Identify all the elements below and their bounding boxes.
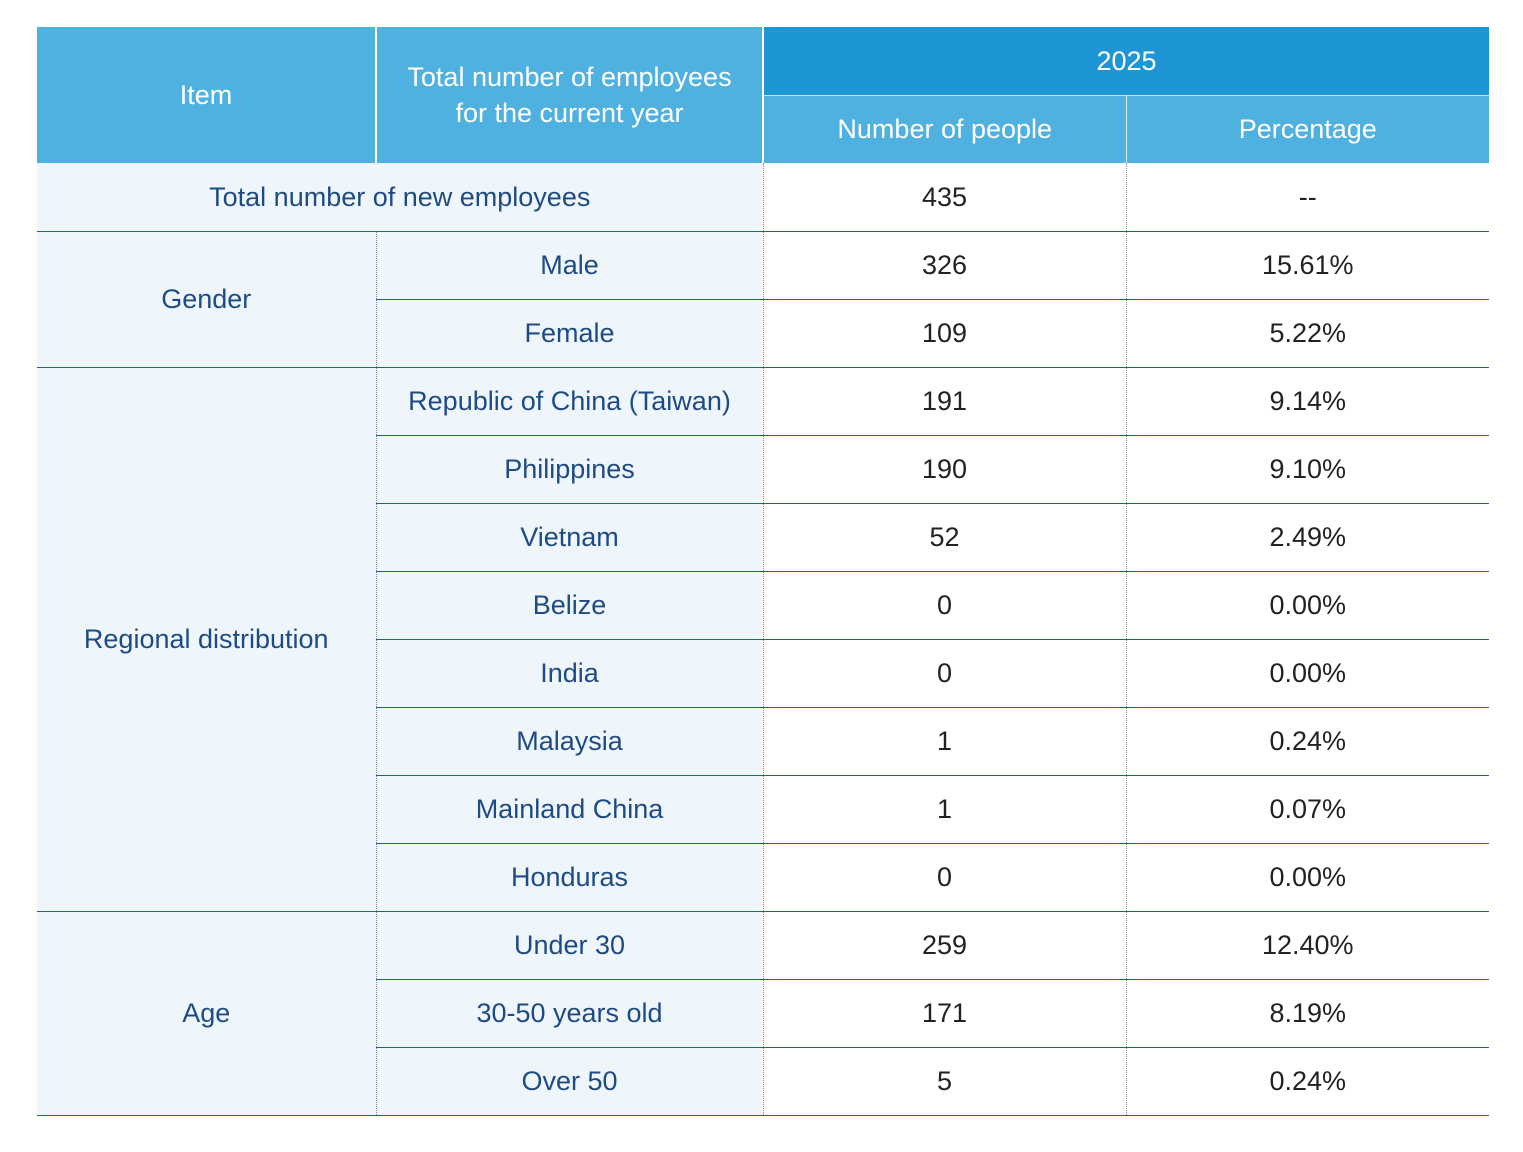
row-percentage: 0.24% <box>1126 707 1490 776</box>
category-age: Age <box>37 911 377 1116</box>
row-percentage: 9.10% <box>1126 435 1490 504</box>
row-number: 5 <box>763 1047 1127 1116</box>
new-employees-table: Item Total number of employees for the c… <box>37 27 1490 1116</box>
total-new-percentage: -- <box>1126 163 1490 232</box>
table-row: Vietnam 52 2.49% <box>37 503 1490 572</box>
row-percentage: 5.22% <box>1126 299 1490 368</box>
table-row: Gender Male 326 15.61% <box>37 231 1490 368</box>
row-label: Republic of China (Taiwan) <box>376 367 764 436</box>
row-number: 0 <box>763 639 1127 708</box>
row-label: Over 50 <box>376 1047 764 1116</box>
row-label: Female <box>376 299 764 368</box>
row-label: Malaysia <box>376 707 764 776</box>
row-percentage: 0.24% <box>1126 1047 1490 1116</box>
row-label: Honduras <box>376 843 764 912</box>
header-year: 2025 <box>761 27 1490 96</box>
header-number-of-people: Number of people <box>762 95 1126 163</box>
row-label: Mainland China <box>376 775 764 844</box>
row-number: 259 <box>763 911 1127 980</box>
row-label: 30-50 years old <box>376 979 764 1048</box>
table-header: Item Total number of employees for the c… <box>37 27 1490 163</box>
header-item: Item <box>37 27 376 163</box>
row-number: 0 <box>763 571 1127 640</box>
row-number: 171 <box>763 979 1127 1048</box>
row-label: Belize <box>376 571 764 640</box>
row-number: 109 <box>763 299 1127 368</box>
row-label: Vietnam <box>376 503 764 572</box>
row-number: 1 <box>763 707 1127 776</box>
table-row: 30-50 years old 171 8.19% <box>37 979 1490 1048</box>
row-percentage: 12.40% <box>1126 911 1490 980</box>
row-percentage: 15.61% <box>1126 231 1490 300</box>
table-row: India 0 0.00% <box>37 639 1490 708</box>
row-label: Male <box>376 231 764 300</box>
table-row: Age Under 30 259 12.40% <box>37 911 1490 1116</box>
table-row-total-new: Total number of new employees 435 -- <box>37 163 1490 232</box>
row-number: 1 <box>763 775 1127 844</box>
row-number: 0 <box>763 843 1127 912</box>
row-number: 326 <box>763 231 1127 300</box>
row-percentage: 0.07% <box>1126 775 1490 844</box>
table-row: Female 109 5.22% <box>37 299 1490 368</box>
table-row: Malaysia 1 0.24% <box>37 707 1490 776</box>
row-percentage: 0.00% <box>1126 639 1490 708</box>
row-number: 191 <box>763 367 1127 436</box>
row-label: Under 30 <box>376 911 764 980</box>
row-percentage: 2.49% <box>1126 503 1490 572</box>
row-number: 52 <box>763 503 1127 572</box>
category-region: Regional distribution <box>37 367 377 912</box>
table-row: Over 50 5 0.24% <box>37 1047 1490 1116</box>
row-label: India <box>376 639 764 708</box>
header-total-employees: Total number of employees for the curren… <box>375 27 763 163</box>
row-number: 190 <box>763 435 1127 504</box>
table-row: Philippines 190 9.10% <box>37 435 1490 504</box>
header-percentage: Percentage <box>1125 95 1490 163</box>
row-percentage: 0.00% <box>1126 843 1490 912</box>
table-row: Belize 0 0.00% <box>37 571 1490 640</box>
row-label: Philippines <box>376 435 764 504</box>
total-new-label: Total number of new employees <box>37 163 764 232</box>
header-total-line1: Total number of employees <box>407 62 732 92</box>
header-total-line2: for the current year <box>455 98 684 128</box>
table-row: Honduras 0 0.00% <box>37 843 1490 912</box>
table-row: Mainland China 1 0.07% <box>37 775 1490 844</box>
table-row: Regional distribution Republic of China … <box>37 367 1490 912</box>
row-percentage: 8.19% <box>1126 979 1490 1048</box>
row-percentage: 0.00% <box>1126 571 1490 640</box>
total-new-number: 435 <box>763 163 1127 232</box>
row-percentage: 9.14% <box>1126 367 1490 436</box>
category-gender: Gender <box>37 231 377 368</box>
